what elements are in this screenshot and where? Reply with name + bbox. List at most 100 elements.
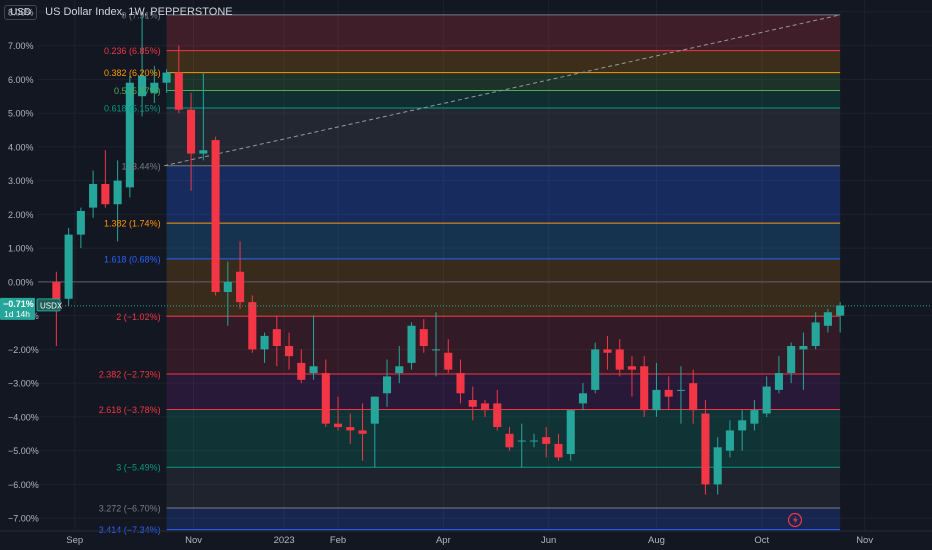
price-tag-countdown: 1d 14h <box>4 309 30 319</box>
candle-body <box>713 447 722 485</box>
x-tick-label: Oct <box>754 535 769 546</box>
fib-level-label: 0.236 (6.85%) <box>104 46 161 56</box>
y-tick-label: 3.00% <box>8 176 34 186</box>
candle <box>162 69 171 93</box>
candle <box>395 346 404 384</box>
candle-body <box>542 437 551 444</box>
fib-band <box>166 50 841 73</box>
candle <box>799 332 808 390</box>
fib-band <box>166 90 841 109</box>
candle <box>738 410 747 451</box>
candle-body <box>701 413 710 485</box>
price-tag-value: −0.71% <box>3 299 34 309</box>
candle-body <box>505 433 514 448</box>
fib-level-label: 3.272 (−6.70%) <box>99 504 161 514</box>
fib-level-label: 3.414 (−7.34%) <box>99 525 161 535</box>
fib-band <box>166 108 841 166</box>
lightning-icon <box>787 512 803 528</box>
candle <box>701 400 710 495</box>
fib-band <box>166 374 841 410</box>
candle-body <box>407 325 416 363</box>
candle-body <box>529 440 539 442</box>
candle-body <box>676 389 685 391</box>
candle-body <box>52 281 61 299</box>
currency-badge[interactable]: USD <box>4 4 38 20</box>
candle <box>578 383 588 411</box>
candle-body <box>836 305 845 316</box>
candle-body <box>187 109 196 154</box>
candle <box>199 72 208 161</box>
fib-level-label: 1.618 (0.68%) <box>104 254 161 264</box>
fib-trend-line <box>164 14 841 167</box>
candle-body <box>823 312 832 326</box>
candle-body <box>138 75 147 97</box>
fib-band <box>166 508 841 530</box>
candle <box>689 369 698 424</box>
x-tick-label: Nov <box>856 535 873 546</box>
y-tick-label: 6.00% <box>8 75 34 85</box>
candle-body <box>811 322 820 347</box>
candle <box>554 433 563 461</box>
candle <box>187 92 196 191</box>
candle <box>89 170 98 218</box>
candle-body <box>125 82 134 188</box>
candle-body <box>321 373 330 424</box>
candle <box>480 400 490 417</box>
candle-body <box>431 349 441 351</box>
candle-body <box>762 386 771 414</box>
candle-body <box>603 349 612 353</box>
candle-body <box>627 366 637 370</box>
candle-body <box>297 362 306 380</box>
candle-body <box>725 430 734 451</box>
candle-body <box>799 346 808 350</box>
fib-band <box>166 165 841 224</box>
candle <box>836 302 845 333</box>
candle <box>150 65 159 103</box>
x-tick-label: Jun <box>541 535 556 546</box>
symbol-title[interactable]: US Dollar Index, 1W, PEPPERSTONE <box>45 6 233 18</box>
x-tick-label: Aug <box>648 535 665 546</box>
candle-body <box>162 72 171 83</box>
y-tick-label: −7.00% <box>8 514 39 524</box>
fib-level-label: 0.618 (5.15%) <box>104 104 161 114</box>
x-tick-label: Feb <box>330 535 346 546</box>
candle-body <box>787 346 796 374</box>
fib-level-label: 1.382 (1.74%) <box>104 219 161 229</box>
x-tick-label: Apr <box>436 535 451 546</box>
candle-body <box>260 335 269 350</box>
candle <box>101 150 110 208</box>
candle <box>358 403 367 461</box>
y-tick-label: −2.00% <box>8 345 39 355</box>
candle <box>566 410 575 461</box>
candle <box>113 160 122 242</box>
candle-body <box>248 302 257 350</box>
candle <box>138 15 147 117</box>
fib-band <box>166 409 841 468</box>
candle <box>591 342 600 394</box>
candle-body <box>174 72 183 110</box>
symbol-tag-text: USDX <box>40 301 63 310</box>
x-tick-label: Nov <box>185 535 202 546</box>
fib-level-label: 2.382 (−2.73%) <box>99 370 161 380</box>
fib-band <box>166 467 841 509</box>
candle-body <box>480 403 490 411</box>
candle <box>811 312 820 350</box>
candle-body <box>468 400 477 407</box>
candle <box>713 437 722 495</box>
candle-body <box>566 410 575 455</box>
y-tick-label: −4.00% <box>8 412 39 422</box>
candle-body <box>346 427 355 431</box>
y-tick-label: 8.00% <box>8 7 34 17</box>
candle-body <box>456 373 465 394</box>
candle-body <box>578 393 588 404</box>
candle-body <box>370 396 379 424</box>
candle <box>725 420 734 458</box>
candle-body <box>236 271 245 303</box>
candle-body <box>272 329 281 347</box>
candle-body <box>223 281 232 293</box>
candle <box>407 322 416 370</box>
candle <box>382 359 392 407</box>
candle-body <box>591 349 600 390</box>
fib-band <box>166 14 841 51</box>
